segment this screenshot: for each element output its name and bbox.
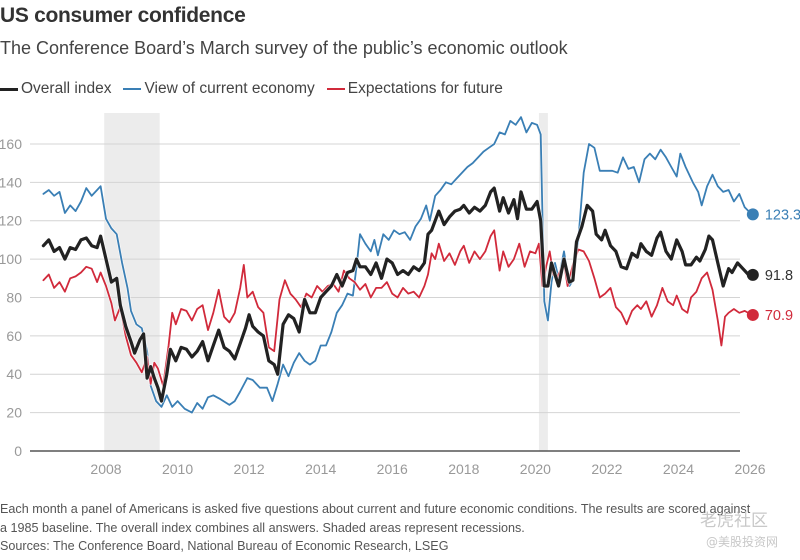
legend-label-expectations: Expectations for future <box>347 80 503 97</box>
end-value-label: 91.8 <box>765 268 793 284</box>
footnote-line-2: a 1985 baseline. The overall index combi… <box>0 521 525 535</box>
x-tick-label: 2018 <box>448 461 479 477</box>
legend-swatch-current <box>123 88 142 90</box>
x-tick-label: 2010 <box>162 461 193 477</box>
y-tick-label: 140 <box>0 174 22 190</box>
end-value-label: 70.9 <box>765 308 793 324</box>
x-tick-label: 2008 <box>90 461 121 477</box>
x-tick-label: 2016 <box>377 461 408 477</box>
legend-label-current: View of current economy <box>144 80 315 97</box>
legend-swatch-overall <box>0 87 18 91</box>
x-tick-label: 2014 <box>305 461 336 477</box>
x-tick-label: 2024 <box>663 461 694 477</box>
y-tick-label: 100 <box>0 251 22 267</box>
sources: Sources: The Conference Board, National … <box>0 539 449 553</box>
y-tick-label: 40 <box>6 366 22 382</box>
y-tick-label: 120 <box>0 213 22 229</box>
series-line-overall-index <box>41 186 754 403</box>
y-tick-label: 60 <box>6 328 22 344</box>
watermark-secondary: @美股投资网 <box>706 535 779 549</box>
chart-subtitle: The Conference Board’s March survey of t… <box>0 38 568 58</box>
legend-item-overall: Overall index <box>0 80 111 98</box>
x-tick-label: 2020 <box>520 461 551 477</box>
legend-item-current: View of current economy <box>123 80 315 98</box>
y-tick-label: 80 <box>6 289 22 305</box>
x-axis-ticks: 2008 2010 2012 2014 2016 2018 2020 2022 2024 2026 <box>90 461 765 477</box>
y-axis-ticks: 0 20 40 60 80 100 120 140 160 <box>0 136 22 459</box>
watermark-primary: 老虎社区 <box>700 511 768 531</box>
end-value-label: 123.3 <box>765 207 800 223</box>
legend-label-overall: Overall index <box>21 80 112 97</box>
chart-title: US consumer confidence <box>0 4 246 27</box>
end-marker-expectations-for-future <box>746 308 759 321</box>
series-lines <box>41 115 755 415</box>
footnote: Each month a panel of Americans is asked… <box>0 500 800 538</box>
x-tick-label: 2012 <box>234 461 265 477</box>
y-tick-label: 20 <box>6 405 22 421</box>
x-tick-label: 2026 <box>734 461 765 477</box>
legend-swatch-expectations <box>326 88 345 90</box>
legend-item-expectations: Expectations for future <box>326 80 503 98</box>
footnote-line-1: Each month a panel of Americans is asked… <box>0 502 751 516</box>
y-tick-label: 160 <box>0 136 22 152</box>
y-tick-label: 0 <box>14 443 22 459</box>
legend: Overall index View of current economy Ex… <box>0 80 515 98</box>
end-marker-overall-index <box>746 268 759 281</box>
end-markers: 123.3 91.8 70.9 <box>746 207 800 324</box>
end-marker-view-of-current-economy <box>746 208 759 221</box>
series-line-view-of-current-economy <box>42 116 753 414</box>
series-line-expectations-for-future <box>42 229 753 387</box>
x-tick-label: 2022 <box>591 461 622 477</box>
